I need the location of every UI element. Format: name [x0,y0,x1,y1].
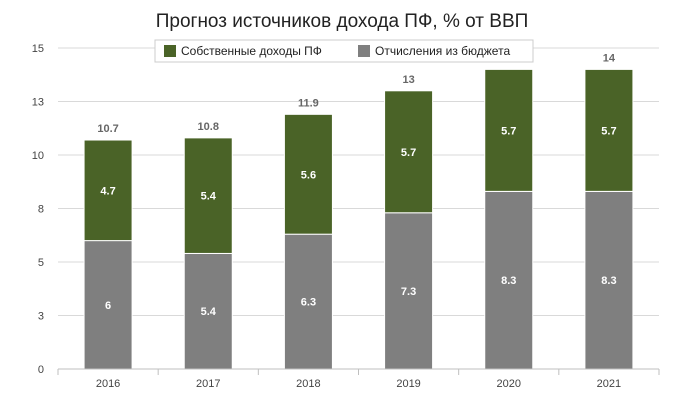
bar-own-income [183,137,233,254]
data-label: 7.3 [401,286,416,298]
data-label: 5.6 [301,169,316,181]
bar-own-income [584,68,634,192]
data-label: 5.4 [201,306,217,318]
y-tick-label: 5 [38,257,44,269]
x-tick-label: 2020 [497,378,521,390]
data-label: 6.3 [301,297,316,309]
grid [58,47,659,370]
bar-own-income [283,113,333,235]
x-tick-label: 2021 [597,378,621,390]
total-label: 14 [603,52,616,64]
legend-box [154,39,534,63]
legend-label: Отчисления из бюджета [375,44,510,58]
bar-budget [584,190,634,370]
x-tick-label: 2016 [96,378,120,390]
bar-budget [183,252,233,370]
total-label: 10.8 [198,121,219,133]
total-label: 10.7 [97,123,118,135]
bar-own-income [384,90,434,214]
data-label: 8.3 [501,275,516,287]
x-tick-label: 2018 [296,378,320,390]
data-label: 6 [105,300,111,312]
legend-label: Собственные доходы ПФ [181,44,322,58]
x-tick-label: 2017 [196,378,220,390]
bar-own-income [83,139,133,242]
y-tick-label: 10 [32,150,44,162]
data-label: 5.7 [601,125,616,137]
data-label: 4.7 [100,185,115,197]
x-axis: 2016 2017 2018 2019 2020 2021 [57,368,660,390]
chart-title: Прогноз источников дохода ПФ, % от ВВП [156,11,529,32]
legend-swatch [358,45,370,57]
bar-budget [283,233,333,370]
y-tick-label: 13 [32,97,44,109]
y-axis: 0 3 5 8 10 13 15 [32,43,44,376]
bar-budget [384,212,434,370]
y-tick-label: 3 [38,311,44,323]
legend-swatch [164,45,176,57]
y-tick-label: 8 [38,204,44,216]
data-label: 5.4 [201,191,217,203]
y-tick-label: 0 [38,364,44,376]
legend: Собственные доходы ПФ Отчисления из бюдже… [154,39,534,63]
data-label: 8.3 [601,275,616,287]
value-labels: 6 4.7 10.7 5.4 5.4 10.8 6.3 5.6 11.9 7.3 5.7 13 8.3 5… [97,52,616,318]
total-label: 11.9 [298,97,319,109]
x-tick-label: 2019 [396,378,420,390]
bars [83,68,634,370]
bar-own-income [484,68,534,192]
total-label: 13 [402,74,414,86]
y-tick-label: 15 [32,43,44,55]
data-label: 5.7 [401,147,416,159]
data-label: 5.7 [501,125,516,137]
